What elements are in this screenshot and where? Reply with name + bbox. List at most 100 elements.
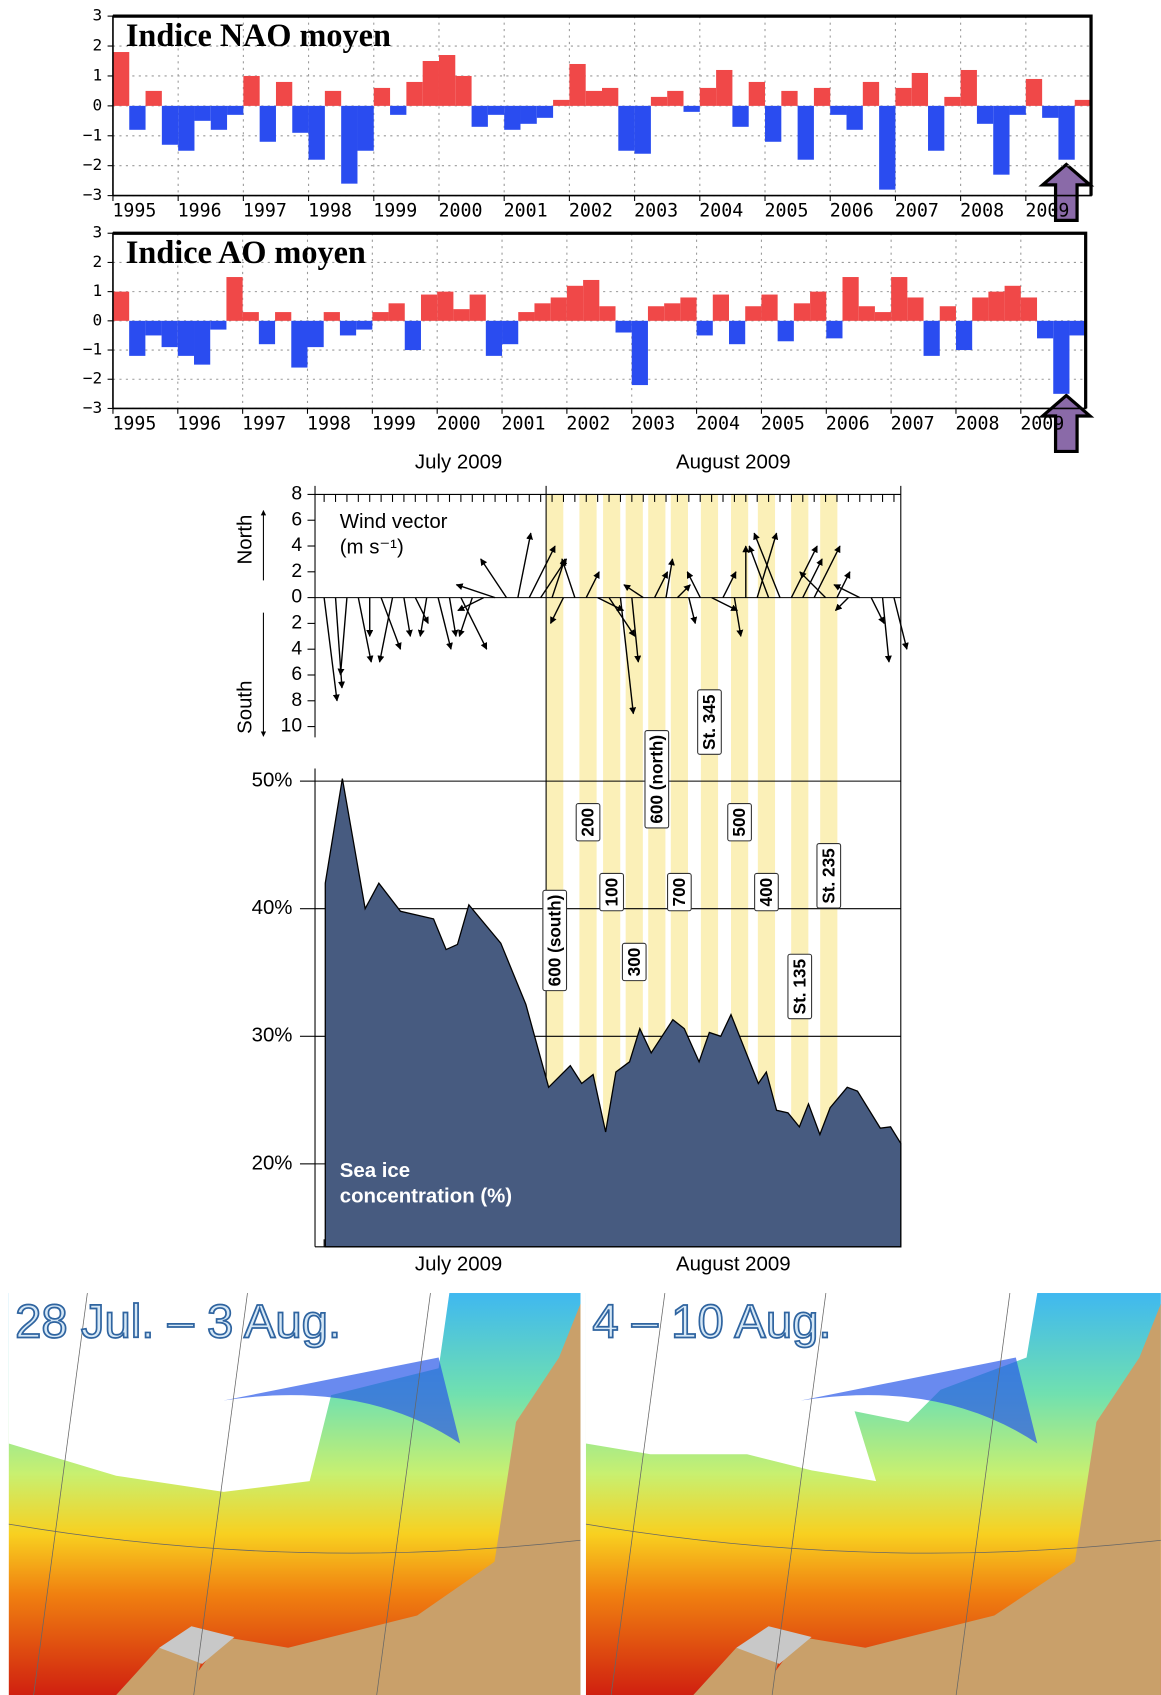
x-tick-label: August 2009 xyxy=(676,1253,791,1275)
bar xyxy=(928,105,945,151)
bar xyxy=(988,291,1005,321)
bar xyxy=(275,81,293,106)
bar xyxy=(976,105,994,124)
axis-label: South xyxy=(235,681,257,734)
y-tick-label: 6 xyxy=(291,663,302,685)
graticule xyxy=(193,1293,248,1695)
bar xyxy=(874,312,892,321)
station-band xyxy=(603,494,621,1247)
wind-vector xyxy=(480,558,508,598)
y-tick-label: 2 xyxy=(92,252,102,271)
bar xyxy=(341,105,358,184)
ice-edge xyxy=(800,1357,1038,1444)
bar xyxy=(438,55,456,106)
x-tick-label: 1999 xyxy=(372,414,416,435)
bar xyxy=(712,294,730,321)
wind-vector xyxy=(377,597,394,663)
bar xyxy=(390,105,407,115)
station-label: 700 xyxy=(667,872,692,912)
wind-vector xyxy=(337,597,348,676)
x-tick-label: 2000 xyxy=(438,201,482,222)
y-tick-label: 2 xyxy=(291,612,302,634)
station-label: St. 345 xyxy=(697,689,722,755)
x-tick-label: August 2009 xyxy=(676,452,791,474)
bar xyxy=(765,105,782,142)
wind-vector xyxy=(457,596,484,612)
wind-vector xyxy=(676,584,691,599)
y-tick-label: 8 xyxy=(291,689,302,711)
bar xyxy=(585,90,602,106)
bar xyxy=(729,320,746,345)
y-tick-label: −3 xyxy=(83,398,102,417)
bar xyxy=(891,277,908,321)
station-label: 600 (north) xyxy=(644,730,670,829)
bar xyxy=(797,105,814,160)
y-tick-label: −1 xyxy=(83,340,102,359)
bar xyxy=(275,312,292,321)
station-text: 300 xyxy=(624,948,644,977)
bar xyxy=(258,320,276,345)
wind-vector xyxy=(414,597,429,625)
frame-edge xyxy=(112,14,1093,196)
bar xyxy=(761,294,778,321)
wind-vector xyxy=(893,597,909,650)
bar xyxy=(210,320,227,330)
bar xyxy=(745,306,762,321)
graticule xyxy=(610,1293,666,1695)
bar xyxy=(339,320,357,336)
y-tick-label: 30% xyxy=(252,1025,293,1047)
bar xyxy=(826,320,843,339)
wind-vector xyxy=(802,558,823,598)
station-band xyxy=(546,494,564,1247)
bar xyxy=(420,294,438,321)
bar xyxy=(631,320,648,386)
graticule xyxy=(585,1523,1161,1554)
y-tick-label: 4 xyxy=(291,637,302,659)
x-tick-label: 1996 xyxy=(177,414,221,435)
bar xyxy=(680,297,697,321)
x-tick-label: 2009 xyxy=(1020,414,1064,435)
station-text: 500 xyxy=(729,808,749,837)
bar xyxy=(471,105,488,127)
bar xyxy=(161,105,179,145)
wind-vector xyxy=(403,597,413,637)
station-label: St. 235 xyxy=(816,843,842,909)
x-tick-label: 2005 xyxy=(761,414,805,435)
wind-vector xyxy=(834,597,849,611)
station-text: 100 xyxy=(601,878,621,907)
wind-vector xyxy=(597,596,625,612)
bar xyxy=(112,291,130,321)
bar xyxy=(227,105,244,115)
bar xyxy=(373,87,391,106)
x-tick-label: 2008 xyxy=(960,201,1004,222)
station-band xyxy=(791,494,809,1247)
x-tick-label: July 2009 xyxy=(415,452,502,474)
wind-vector xyxy=(870,597,885,625)
bar xyxy=(308,105,325,160)
bar xyxy=(502,320,519,345)
bar xyxy=(404,320,421,351)
wind-vector xyxy=(711,596,739,612)
map xyxy=(585,1293,1161,1695)
bar xyxy=(569,63,586,106)
bar xyxy=(1053,320,1070,394)
station-text: 700 xyxy=(669,878,689,907)
bar xyxy=(1058,105,1075,160)
bar xyxy=(455,75,472,106)
bar xyxy=(895,87,912,106)
station-box xyxy=(575,803,601,842)
graticule xyxy=(33,1293,88,1695)
bar xyxy=(858,306,875,321)
wind-vector xyxy=(753,532,781,598)
wind-vector xyxy=(357,597,374,663)
x-tick-label: July 2009 xyxy=(415,1253,502,1275)
station-box xyxy=(727,803,752,842)
bar xyxy=(907,297,924,321)
y-tick-label: 50% xyxy=(252,770,293,792)
y-tick-label: 40% xyxy=(252,897,293,919)
station-box xyxy=(697,689,722,755)
graticule xyxy=(8,1523,581,1554)
bar xyxy=(664,303,681,321)
map-title: 28 Jul. – 3 Aug. xyxy=(15,1296,341,1349)
